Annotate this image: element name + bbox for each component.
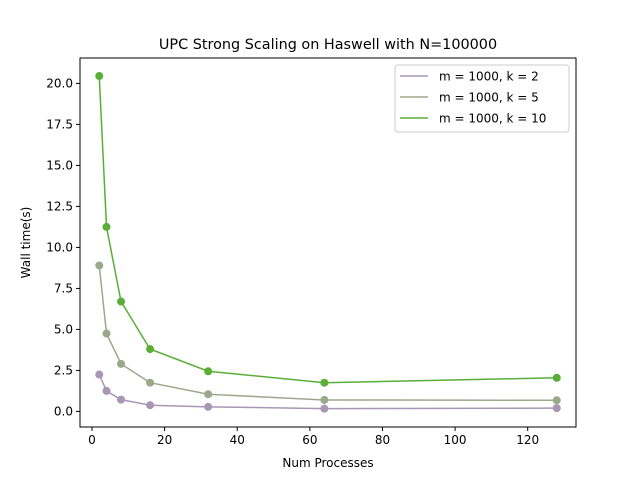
x-tick-label: 40 (230, 433, 245, 447)
legend-entry: m = 1000, k = 5 (400, 90, 539, 104)
legend-label: m = 1000, k = 10 (439, 111, 546, 125)
y-axis-label: Wall time(s) (19, 207, 33, 279)
data-point (146, 345, 155, 354)
x-tick-label: 20 (157, 433, 172, 447)
data-point (320, 395, 329, 404)
legend: m = 1000, k = 2 m = 1000, k = 5 m = 1000, … (394, 64, 570, 133)
chart-title: UPC Strong Scaling on Haswell with N=100… (159, 37, 497, 53)
data-point (95, 72, 104, 81)
series-1 (95, 370, 561, 413)
data-point (204, 402, 213, 411)
data-point (552, 404, 561, 413)
y-tick-label: 20.0 (46, 77, 73, 91)
data-point (204, 390, 213, 399)
y-tick-label: 0.0 (54, 405, 73, 419)
x-tick-label: 120 (516, 433, 539, 447)
x-tick-label: 60 (302, 433, 317, 447)
data-point (102, 222, 111, 231)
data-point (552, 373, 561, 382)
series-3 (95, 72, 561, 387)
data-point (102, 329, 111, 338)
plot-frame (79, 57, 577, 428)
data-point (102, 386, 111, 395)
data-point (146, 378, 155, 387)
y-tick-label: 2.5 (54, 364, 73, 378)
data-point (204, 367, 213, 376)
y-tick-label: 7.5 (54, 282, 73, 296)
axis-ticks: 0 20 40 60 80 100 120 0.0 2.5 5.0 7.5 10.0 12.5 15.0 1… (46, 77, 539, 447)
legend-label: m = 1000, k = 5 (439, 90, 539, 104)
y-tick-label: 5.0 (54, 323, 73, 337)
y-tick-label: 15.0 (46, 159, 73, 173)
legend-entry: m = 1000, k = 2 (400, 69, 539, 83)
x-tick-label: 80 (375, 433, 390, 447)
x-axis-label: Num Processes (282, 456, 373, 470)
series-layer (95, 72, 561, 413)
y-tick-label: 10.0 (46, 241, 73, 255)
legend-label: m = 1000, k = 2 (439, 69, 539, 83)
series-2 (95, 261, 561, 405)
data-point (552, 396, 561, 405)
y-tick-label: 17.5 (46, 118, 73, 132)
data-point (117, 395, 126, 404)
data-point (117, 359, 126, 368)
data-point (117, 297, 126, 306)
y-tick-label: 12.5 (46, 200, 73, 214)
x-tick-label: 100 (444, 433, 467, 447)
legend-entry: m = 1000, k = 10 (400, 111, 546, 125)
data-point (95, 370, 104, 379)
data-point (95, 261, 104, 270)
x-tick-label: 0 (88, 433, 96, 447)
legend-box (394, 64, 570, 133)
data-point (146, 401, 155, 410)
data-point (320, 378, 329, 387)
data-point (320, 404, 329, 413)
